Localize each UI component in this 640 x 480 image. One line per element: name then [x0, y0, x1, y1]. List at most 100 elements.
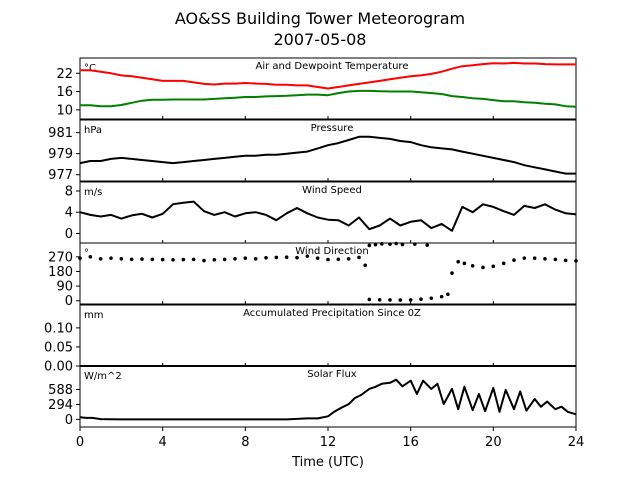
wind-direction-point	[501, 261, 506, 266]
panel-unit: W/m^2	[84, 371, 122, 382]
figure-title-line2: 2007-05-08	[274, 30, 367, 49]
wind-direction-point	[346, 256, 351, 261]
y-tick-label: 294	[48, 398, 73, 413]
wind-direction-point	[419, 297, 423, 301]
wind-direction-point	[274, 255, 279, 260]
wind-direction-point	[119, 256, 124, 261]
wind-direction-point	[129, 257, 134, 262]
y-tick-label: 90	[56, 280, 73, 295]
y-tick-label: 0	[65, 413, 73, 428]
y-tick-label: 981	[48, 126, 73, 141]
wind-direction-point	[379, 242, 384, 246]
y-tick-label: 979	[48, 147, 73, 162]
wind-direction-point	[191, 257, 196, 262]
wind-direction-point	[574, 259, 578, 263]
wind-direction-point	[243, 256, 248, 260]
figure-title-line1: AO&SS Building Tower Meteorogram	[175, 9, 465, 28]
panel-unit: °	[84, 248, 89, 259]
wind-direction-point	[481, 265, 485, 270]
wind-direction-point	[160, 257, 165, 262]
wind-direction-point	[357, 255, 361, 260]
wind-direction-point	[212, 257, 217, 262]
panel-unit: hPa	[84, 125, 102, 136]
panel-unit: mm	[84, 310, 103, 321]
wind-direction-point	[253, 256, 258, 261]
panel-title: Wind Direction	[295, 246, 369, 257]
panel-3: 0 4 8 m/s Wind Speed	[65, 181, 577, 244]
x-tick-label: 0	[76, 435, 84, 450]
wind-direction-point	[429, 296, 434, 301]
y-tick-label: 588	[48, 383, 73, 398]
x-tick-label: 20	[485, 435, 502, 450]
wind-direction-point	[413, 242, 417, 246]
wind-direction-point	[88, 255, 93, 259]
wind-direction-point	[367, 297, 372, 302]
wind-direction-point	[439, 294, 444, 299]
wind-direction-point	[373, 242, 378, 247]
wind-direction-point	[202, 258, 206, 263]
wind-direction-point	[462, 261, 467, 266]
x-axis-label: Time (UTC)	[291, 455, 364, 470]
wind-direction-point	[222, 257, 227, 262]
wind-direction-point	[553, 257, 558, 262]
y-tick-label: 270	[48, 250, 73, 265]
wind-direction-point	[408, 298, 413, 302]
wind-direction-point	[150, 257, 155, 262]
wind-direction-point	[98, 256, 103, 261]
panel-title: Solar Flux	[307, 369, 357, 380]
series-line-2	[80, 89, 577, 108]
panel-title: Accumulated Precipitation Since 0Z	[243, 308, 421, 319]
y-tick-label: 10	[56, 103, 73, 118]
wind-direction-point	[425, 243, 430, 247]
x-tick-label: 4	[159, 435, 167, 450]
wind-direction-point	[233, 256, 237, 261]
y-tick-label: 0.00	[44, 360, 73, 375]
panel-unit: °C	[84, 63, 96, 74]
wind-direction-point	[543, 256, 547, 261]
wind-direction-point	[532, 256, 537, 260]
wind-direction-point	[388, 242, 392, 246]
wind-direction-point	[491, 264, 496, 269]
wind-direction-point	[450, 271, 454, 275]
series-line-1	[79, 200, 577, 232]
wind-direction-point	[388, 298, 392, 302]
series-line-1	[79, 135, 576, 175]
panel-title: Pressure	[311, 123, 354, 134]
y-tick-label: 22	[56, 67, 73, 82]
y-tick-label: 4	[65, 206, 73, 221]
panel-1: 10 16 22 °C Air and Dewpoint Temperature	[56, 57, 577, 120]
x-tick-label: 24	[568, 435, 585, 450]
y-tick-label: 0	[65, 227, 73, 242]
wind-direction-point	[109, 256, 113, 260]
panel-5: 0.00 0.05 0.10 mm Accumulated Precipitation …	[44, 304, 577, 375]
wind-direction-point	[377, 297, 382, 302]
y-tick-label: 977	[48, 168, 73, 183]
x-tick-label: 16	[402, 435, 419, 450]
wind-direction-point	[400, 242, 405, 247]
wind-direction-point	[367, 243, 372, 248]
series-line-1	[79, 378, 577, 421]
wind-direction-point	[563, 258, 568, 263]
y-tick-label: 0.10	[44, 321, 73, 336]
wind-direction-point	[470, 263, 475, 268]
wind-direction-point	[305, 254, 310, 258]
panel-title: Wind Speed	[302, 185, 362, 196]
wind-direction-point	[284, 255, 289, 259]
wind-direction-point	[181, 257, 186, 262]
wind-direction-point	[295, 255, 299, 260]
wind-direction-point	[456, 259, 461, 264]
wind-direction-point	[326, 257, 330, 262]
y-tick-label: 16	[56, 85, 73, 100]
x-tick-label: 12	[320, 435, 337, 450]
wind-direction-point	[522, 256, 527, 260]
y-tick-label: 8	[65, 185, 73, 200]
x-tick-label: 8	[241, 435, 249, 450]
wind-direction-point	[363, 263, 368, 268]
wind-direction-point	[140, 257, 144, 261]
wind-direction-point	[264, 256, 268, 260]
wind-direction-point	[398, 298, 403, 302]
